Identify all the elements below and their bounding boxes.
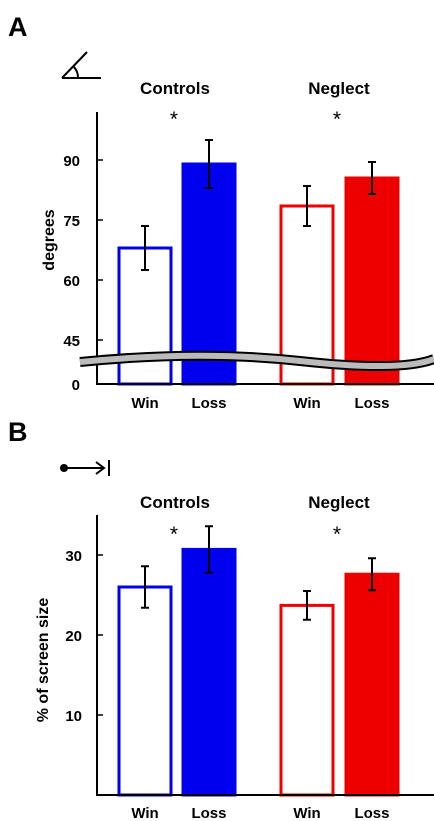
bar-controls-loss-b [181, 547, 237, 797]
x-tick-label-b: Win [131, 805, 158, 821]
y-tick-label-a: 0 [72, 377, 80, 394]
panel-b-letter: B [8, 417, 28, 447]
group-label-neglect-a: Neglect [308, 79, 370, 98]
error-bar-neglect-loss-b [368, 557, 376, 592]
y-tick-label-b: 20 [65, 628, 82, 645]
x-tick-label-b: Win [293, 805, 320, 821]
group-label-controls-a: Controls [140, 79, 210, 98]
significance-star-controls-b: * [170, 523, 178, 546]
significance-star-neglect-a: * [333, 108, 341, 131]
y-tick-label-a: 90 [63, 153, 80, 170]
error-bar-controls-loss-a [205, 139, 213, 189]
significance-star-controls-a: * [170, 108, 178, 131]
x-tick-label-b: Loss [191, 805, 226, 821]
y-tick-label-a: 60 [63, 273, 80, 290]
y-tick-label-a: 45 [63, 333, 80, 350]
group-label-controls-b: Controls [140, 493, 210, 512]
x-tick-label-a: Loss [354, 395, 389, 412]
error-bar-neglect-win-b [303, 590, 311, 621]
error-bars-b [141, 525, 376, 621]
axis-break-band [79, 350, 434, 371]
bar-neglect-loss-b [344, 572, 400, 797]
error-bar-neglect-win-a [303, 185, 311, 227]
x-tick-label-a: Win [131, 395, 158, 412]
y-axis-label-b: % of screen size [35, 598, 52, 723]
bars-b [117, 547, 400, 797]
error-bars-a [141, 139, 376, 271]
angle-icon [61, 51, 101, 79]
arrow-to-line-icon [60, 460, 110, 476]
error-bar-controls-win-b [141, 565, 149, 609]
bar-controls-win-b [117, 585, 173, 797]
error-bar-neglect-loss-a [368, 161, 376, 195]
panel-a-letter: A [8, 12, 28, 42]
y-tick-label-a: 75 [63, 213, 80, 230]
y-tick-label-b: 30 [65, 548, 82, 565]
panel-b: B Controls Neglect * * % of screen size … [8, 417, 434, 821]
y-axis-label-a: degrees [41, 209, 58, 270]
bars-a [117, 162, 400, 386]
bar-neglect-win-a [279, 204, 335, 386]
bar-neglect-loss-a [344, 176, 400, 386]
x-tick-label-a: Loss [191, 395, 226, 412]
bar-neglect-win-b [279, 603, 335, 797]
bar-controls-loss-a [181, 162, 237, 386]
error-bar-controls-loss-b [205, 525, 213, 574]
error-bar-controls-win-a [141, 225, 149, 271]
x-tick-label-a: Win [293, 395, 320, 412]
significance-star-neglect-b: * [333, 523, 341, 546]
panel-a: A Controls Neglect * * degrees 0 45 60 7… [8, 12, 434, 412]
y-tick-label-b: 10 [65, 708, 82, 725]
x-tick-label-b: Loss [354, 805, 389, 821]
group-label-neglect-b: Neglect [308, 493, 370, 512]
